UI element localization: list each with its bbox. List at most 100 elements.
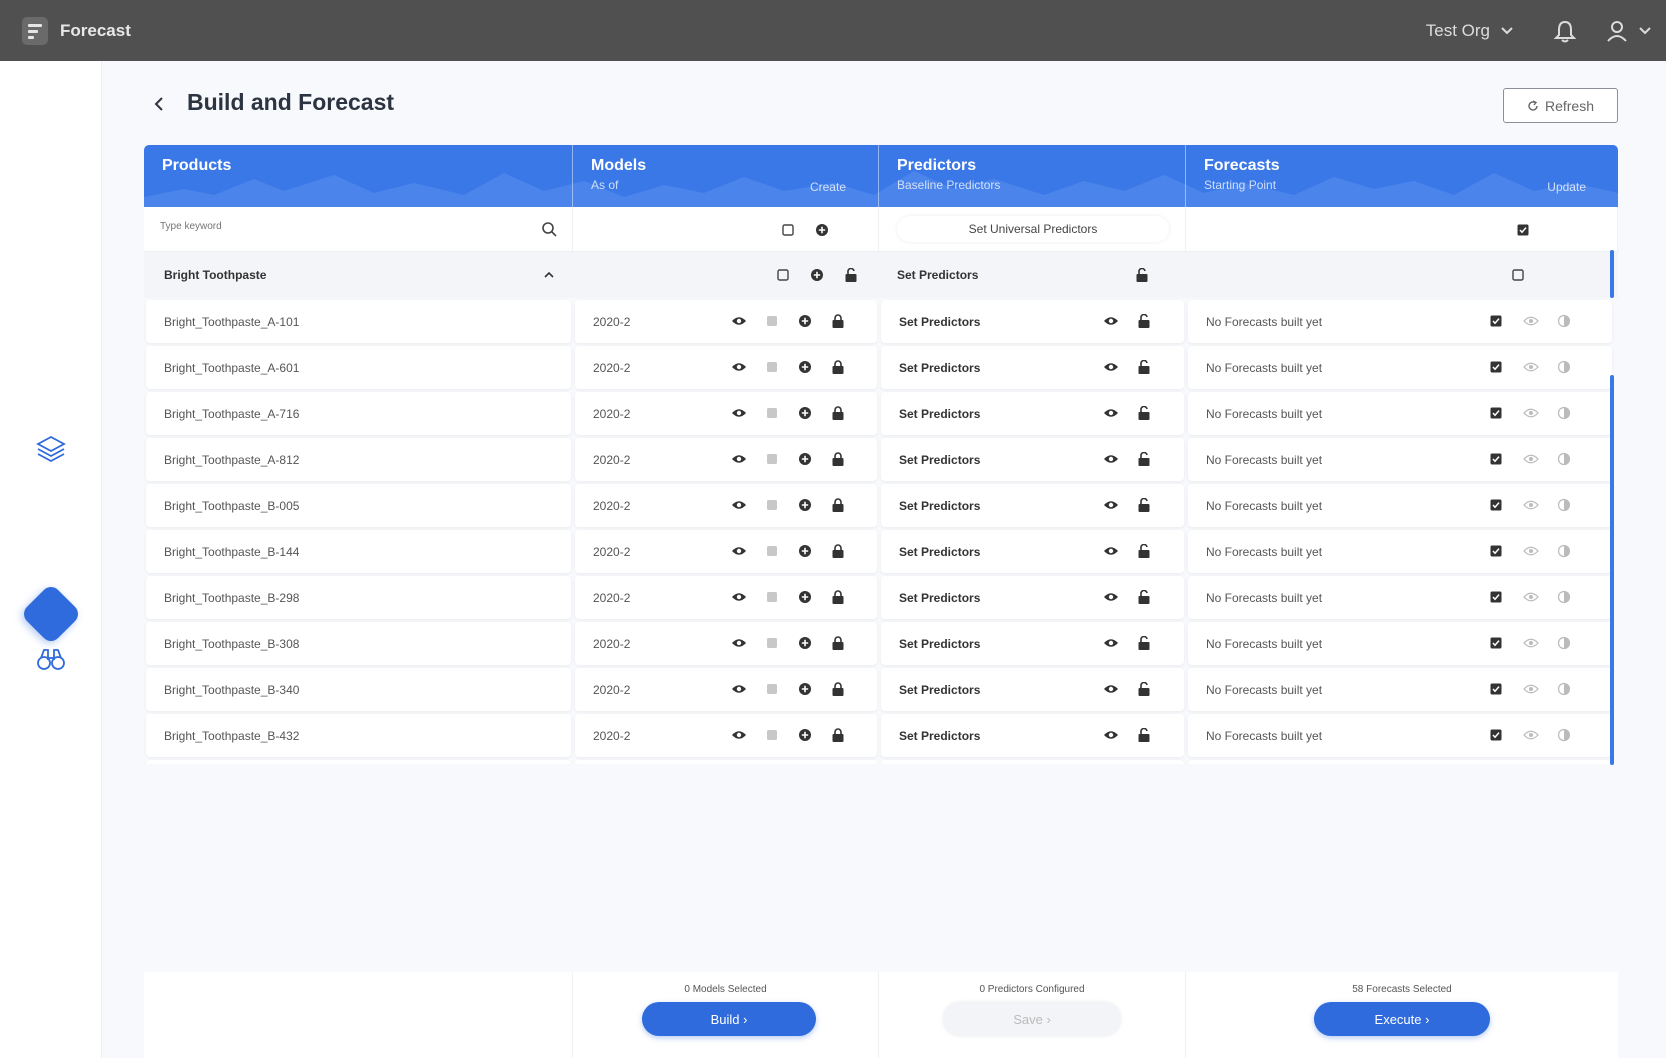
set-universal-predictors-button[interactable]: Set Universal Predictors (897, 216, 1169, 242)
collapse-group-button[interactable] (543, 271, 555, 279)
bell-icon[interactable] (1554, 19, 1576, 43)
view-forecast-button[interactable] (1523, 408, 1539, 419)
unlock-predictors-button[interactable] (1138, 682, 1151, 696)
back-button[interactable] (148, 92, 170, 116)
lock-model-button[interactable] (832, 544, 845, 558)
view-predictors-button[interactable] (1103, 454, 1119, 465)
create-model-button[interactable] (798, 636, 812, 650)
search-input[interactable] (160, 221, 520, 232)
lock-model-button[interactable] (832, 498, 845, 512)
update-checkbox-button[interactable] (1490, 591, 1502, 603)
product-cell[interactable]: Bright_Toothpaste_B-432 (146, 713, 571, 757)
set-predictors-link[interactable]: Set Predictors (899, 360, 981, 375)
search-button[interactable] (541, 221, 557, 242)
create-model-button[interactable] (798, 544, 812, 558)
update-checkbox-button[interactable] (1490, 453, 1502, 465)
view-forecast-button[interactable] (1523, 684, 1539, 695)
view-predictors-button[interactable] (1103, 638, 1119, 649)
create-model-button[interactable] (798, 498, 812, 512)
view-model-button[interactable] (731, 408, 747, 419)
update-checkbox-button[interactable] (1490, 683, 1502, 695)
set-predictors-link[interactable]: Set Predictors (899, 636, 981, 651)
unlock-predictors-button[interactable] (1138, 360, 1151, 374)
set-predictors-link[interactable]: Set Predictors (899, 452, 981, 467)
update-checkbox-button[interactable] (1490, 407, 1502, 419)
view-model-button[interactable] (731, 316, 747, 327)
set-predictors-link[interactable]: Set Predictors (899, 498, 981, 513)
forecast-status-toggle-button[interactable] (1557, 728, 1571, 742)
sidebar-item-build-active[interactable] (19, 582, 83, 646)
lock-model-button[interactable] (832, 406, 845, 420)
view-forecast-button[interactable] (1523, 638, 1539, 649)
forecast-status-toggle-button[interactable] (1557, 314, 1571, 328)
stop-model-button[interactable] (766, 453, 778, 465)
view-predictors-button[interactable] (1103, 316, 1119, 327)
lock-model-button[interactable] (832, 452, 845, 466)
view-model-button[interactable] (731, 638, 747, 649)
product-cell[interactable]: Bright_Toothpaste_B-144 (146, 529, 571, 573)
user-menu[interactable] (1606, 19, 1652, 43)
view-forecast-button[interactable] (1523, 362, 1539, 373)
set-predictors-link[interactable]: Set Predictors (899, 728, 981, 743)
view-model-button[interactable] (731, 730, 747, 741)
forecast-status-toggle-button[interactable] (1557, 590, 1571, 604)
view-model-button[interactable] (731, 546, 747, 557)
unlock-predictors-button[interactable] (1138, 728, 1151, 742)
group-update-checkbox[interactable] (1512, 269, 1524, 281)
update-all-checkbox[interactable] (1517, 224, 1529, 236)
forecast-status-toggle-button[interactable] (1557, 636, 1571, 650)
update-checkbox-button[interactable] (1490, 545, 1502, 557)
create-model-button[interactable] (798, 360, 812, 374)
product-cell[interactable]: Bright_Toothpaste_A-812 (146, 437, 571, 481)
forecast-status-toggle-button[interactable] (1557, 498, 1571, 512)
refresh-button[interactable]: Refresh (1503, 88, 1618, 123)
stop-model-button[interactable] (766, 683, 778, 695)
view-model-button[interactable] (731, 684, 747, 695)
product-cell[interactable]: Bright_Toothpaste_A-716 (146, 391, 571, 435)
view-predictors-button[interactable] (1103, 546, 1119, 557)
lock-model-button[interactable] (832, 682, 845, 696)
org-selector[interactable]: Test Org (1426, 21, 1514, 41)
view-model-button[interactable] (731, 362, 747, 373)
set-predictors-link[interactable]: Set Predictors (899, 682, 981, 697)
product-cell[interactable]: Bright_Toothpaste_B-005 (146, 483, 571, 527)
view-forecast-button[interactable] (1523, 316, 1539, 327)
group-models-checkbox[interactable] (777, 269, 789, 281)
lock-model-button[interactable] (832, 728, 845, 742)
save-button[interactable]: Save › (943, 1002, 1121, 1036)
view-predictors-button[interactable] (1103, 500, 1119, 511)
view-predictors-button[interactable] (1103, 408, 1119, 419)
create-all-models-button[interactable] (815, 223, 829, 237)
stop-model-button[interactable] (766, 637, 778, 649)
view-model-button[interactable] (731, 500, 747, 511)
unlock-predictors-button[interactable] (1138, 452, 1151, 466)
set-predictors-link[interactable]: Set Predictors (899, 406, 981, 421)
create-model-button[interactable] (798, 682, 812, 696)
execute-button[interactable]: Execute › (1314, 1002, 1490, 1036)
unlock-predictors-button[interactable] (1138, 590, 1151, 604)
stop-model-button[interactable] (766, 361, 778, 373)
create-model-button[interactable] (798, 590, 812, 604)
forecast-status-toggle-button[interactable] (1557, 406, 1571, 420)
stop-model-button[interactable] (766, 499, 778, 511)
view-forecast-button[interactable] (1523, 546, 1539, 557)
create-model-button[interactable] (798, 406, 812, 420)
forecast-status-toggle-button[interactable] (1557, 452, 1571, 466)
set-predictors-link[interactable]: Set Predictors (899, 590, 981, 605)
update-checkbox-button[interactable] (1490, 315, 1502, 327)
create-model-button[interactable] (798, 452, 812, 466)
scrollbar-thumb[interactable] (1610, 375, 1614, 765)
view-predictors-button[interactable] (1103, 684, 1119, 695)
select-all-models-checkbox[interactable] (782, 223, 794, 236)
product-cell[interactable]: Bright_Toothpaste_A-601 (146, 345, 571, 389)
view-model-button[interactable] (731, 454, 747, 465)
stop-model-button[interactable] (766, 407, 778, 419)
group-row[interactable]: Bright Toothpaste Set Predictors (144, 252, 1618, 298)
update-checkbox-button[interactable] (1490, 361, 1502, 373)
stop-model-button[interactable] (766, 729, 778, 741)
view-model-button[interactable] (731, 592, 747, 603)
view-forecast-button[interactable] (1523, 730, 1539, 741)
brand[interactable]: Forecast (22, 16, 131, 45)
lock-model-button[interactable] (832, 590, 845, 604)
product-cell[interactable]: Bright_Toothpaste_B-308 (146, 621, 571, 665)
